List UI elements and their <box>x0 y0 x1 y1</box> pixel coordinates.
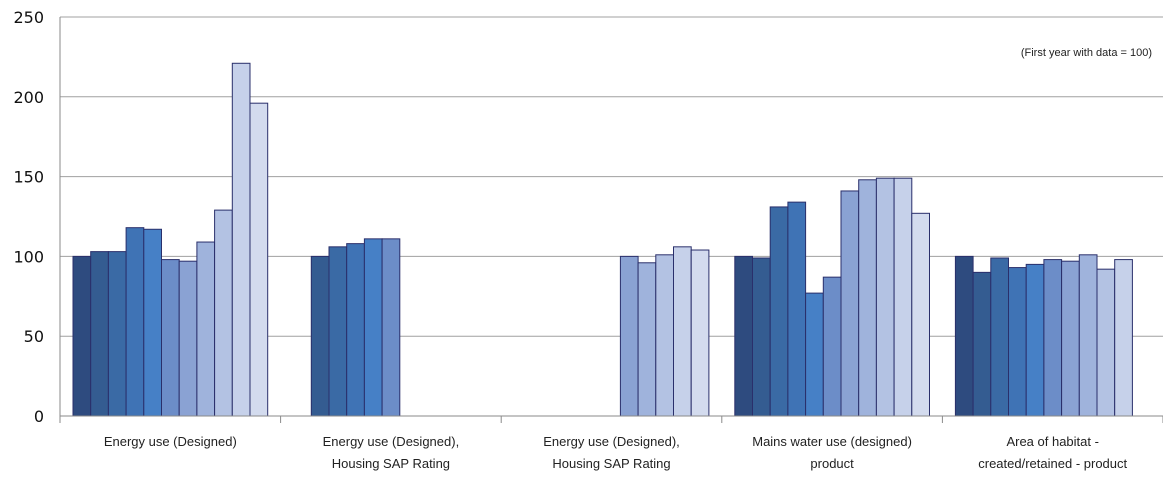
bar-series-7-cat-1 <box>178 260 198 417</box>
bar-series-5-cat-4 <box>805 292 824 417</box>
x-category-label: Area of habitat -created/retained - prod… <box>978 434 1127 471</box>
bar-series-7-cat-5 <box>1061 260 1080 417</box>
bar-series-11-cat-4 <box>911 212 930 417</box>
bars <box>72 62 1133 417</box>
y-tick-label: 0 <box>34 407 44 426</box>
y-tick-label: 100 <box>13 247 44 266</box>
axes <box>59 17 1163 423</box>
bar-series-3-cat-4 <box>769 206 789 417</box>
bar-series-10-cat-1 <box>231 62 251 417</box>
x-category-labels: Energy use (Designed) Energy use (Designe… <box>104 434 1128 471</box>
bar-series-1-cat-5 <box>954 255 974 417</box>
bar-series-4-cat-4 <box>787 201 807 417</box>
bar-series-6-cat-2 <box>381 238 401 417</box>
y-tick-label: 50 <box>24 327 44 346</box>
bar-series-9-cat-5 <box>1096 268 1116 417</box>
bar-series-4-cat-5 <box>1008 267 1027 417</box>
bar-series-11-cat-3 <box>690 249 710 417</box>
bar-series-10-cat-5 <box>1114 259 1133 417</box>
bar-series-3-cat-1 <box>107 251 127 417</box>
bar-series-7-cat-3 <box>619 255 639 417</box>
y-tick-label: 150 <box>13 168 44 187</box>
x-category-label: Energy use (Designed), Housing SAP Rating <box>543 434 680 471</box>
bar-series-9-cat-3 <box>655 254 674 417</box>
bar-series-4-cat-1 <box>125 227 145 417</box>
x-category-label: Mains water use (designed) product <box>752 434 912 471</box>
y-tick-label: 200 <box>13 88 44 107</box>
bar-series-9-cat-4 <box>875 177 895 417</box>
bar-series-8-cat-3 <box>637 262 657 417</box>
bar-series-6-cat-1 <box>161 259 180 417</box>
bar-series-8-cat-4 <box>858 179 877 417</box>
bar-series-3-cat-2 <box>328 246 348 417</box>
bar-series-11-cat-1 <box>249 102 269 417</box>
bar-series-10-cat-3 <box>673 246 692 417</box>
bar-series-2-cat-4 <box>752 257 771 417</box>
bar-series-4-cat-2 <box>346 243 365 417</box>
bar-series-9-cat-1 <box>214 209 233 417</box>
bar-series-1-cat-1 <box>72 255 92 417</box>
bar-series-6-cat-4 <box>822 276 842 417</box>
bar-series-3-cat-5 <box>990 257 1009 417</box>
bar-series-8-cat-5 <box>1078 254 1098 417</box>
bar-series-2-cat-1 <box>90 251 109 417</box>
bar-series-2-cat-2 <box>310 255 330 417</box>
bar-series-8-cat-1 <box>196 241 216 417</box>
chart-note: (First year with data = 100) <box>1021 47 1152 59</box>
y-tick-labels: 0 50 100 150 200 250 <box>13 8 44 426</box>
bar-series-10-cat-4 <box>893 177 913 417</box>
bar-series-5-cat-1 <box>143 228 163 417</box>
bar-series-6-cat-5 <box>1043 259 1063 417</box>
bar-series-5-cat-5 <box>1025 263 1045 417</box>
bar-series-2-cat-5 <box>972 271 992 417</box>
x-category-label: Energy use (Designed) <box>104 434 237 449</box>
bar-series-5-cat-2 <box>363 238 383 417</box>
x-category-label: Energy use (Designed), Housing SAP Rating <box>323 434 460 471</box>
bar-series-7-cat-4 <box>840 190 860 417</box>
bar-series-1-cat-4 <box>734 255 753 417</box>
y-tick-label: 250 <box>13 8 44 27</box>
